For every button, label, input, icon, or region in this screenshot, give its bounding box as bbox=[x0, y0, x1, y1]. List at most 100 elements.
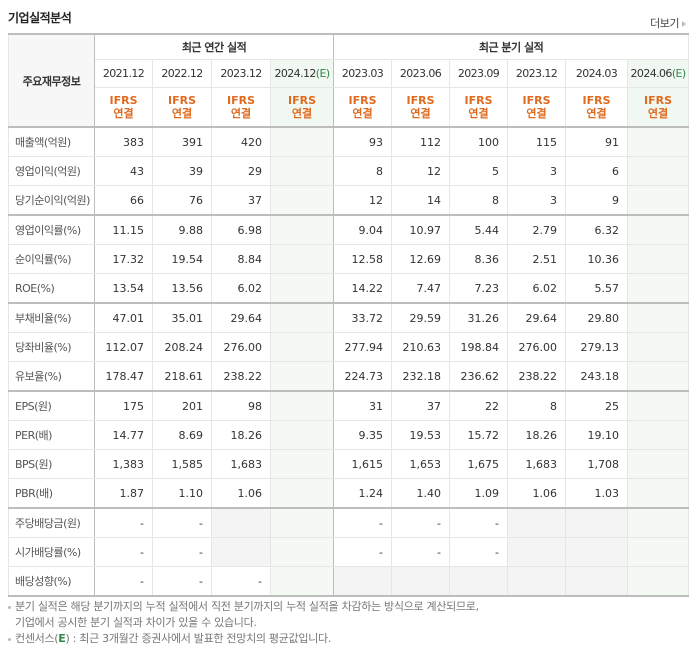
cell-quarter: 9.35 bbox=[333, 420, 393, 450]
cell-annual: 201 bbox=[152, 390, 212, 421]
cell-quarter bbox=[627, 390, 690, 421]
cell-quarter: 9.04 bbox=[333, 214, 393, 245]
cell-quarter: 224.73 bbox=[333, 361, 393, 392]
cell-quarter bbox=[507, 507, 567, 538]
cell-quarter: 8 bbox=[333, 156, 393, 186]
cell-annual bbox=[269, 420, 335, 450]
cell-annual: 47.01 bbox=[94, 302, 153, 333]
cell-quarter bbox=[627, 273, 690, 304]
row-label: 순이익률(%) bbox=[8, 244, 95, 274]
cell-annual bbox=[211, 537, 271, 567]
cell-annual: 17.32 bbox=[94, 244, 153, 274]
cell-quarter bbox=[627, 566, 690, 597]
row-label: 부채비율(%) bbox=[8, 302, 95, 333]
cell-quarter: 1.24 bbox=[333, 478, 393, 509]
table-row: 당좌비율(%) 112.07 208.24 276.00 277.94 210.63 198… bbox=[8, 332, 690, 362]
row-label: 당좌비율(%) bbox=[8, 332, 95, 362]
row-label: BPS(원) bbox=[8, 449, 95, 479]
row-label: 유보율(%) bbox=[8, 361, 95, 392]
row-label: 주당배당금(원) bbox=[8, 507, 95, 538]
cell-annual: 66 bbox=[94, 185, 153, 216]
cell-quarter: - bbox=[449, 507, 509, 538]
cell-annual: 218.61 bbox=[152, 361, 212, 392]
cell-quarter: 12.58 bbox=[333, 244, 393, 274]
cell-annual: 18.26 bbox=[211, 420, 271, 450]
cell-quarter: 1,675 bbox=[449, 449, 509, 479]
table-row: 순이익률(%) 17.32 19.54 8.84 12.58 12.69 8.36 2.51 1… bbox=[8, 244, 690, 274]
cell-annual: 8.69 bbox=[152, 420, 212, 450]
cell-quarter bbox=[565, 566, 629, 597]
row-label: 배당성향(%) bbox=[8, 566, 95, 597]
cell-annual: - bbox=[94, 507, 153, 538]
cell-annual bbox=[269, 507, 335, 538]
cell-annual: 383 bbox=[94, 126, 153, 157]
arrow-right-icon bbox=[682, 21, 686, 27]
cell-quarter bbox=[391, 566, 451, 597]
cell-quarter: 1,708 bbox=[565, 449, 629, 479]
row-label: 영업이익률(%) bbox=[8, 214, 95, 245]
table-row: 주당배당금(원) - - - - - bbox=[8, 507, 690, 538]
basis-label: IFRS 연결 bbox=[269, 87, 335, 128]
cell-quarter: 7.23 bbox=[449, 273, 509, 304]
more-link[interactable]: 더보기 bbox=[650, 15, 686, 31]
table-row: PER(배) 14.77 8.69 18.26 9.35 19.53 15.72 18.26 1… bbox=[8, 420, 690, 450]
cell-annual: 238.22 bbox=[211, 361, 271, 392]
cell-annual bbox=[269, 302, 335, 333]
footnote-1: 분기 실적은 해당 분기까지의 누적 실적에서 직전 분기까지의 누적 실적을 … bbox=[8, 599, 479, 615]
row-label: 매출액(억원) bbox=[8, 126, 95, 157]
cell-quarter: 276.00 bbox=[507, 332, 567, 362]
row-label: ROE(%) bbox=[8, 273, 95, 304]
basis-label: IFRS 연결 bbox=[152, 87, 212, 128]
cell-quarter: 1,615 bbox=[333, 449, 393, 479]
cell-quarter: 2.79 bbox=[507, 214, 567, 245]
cell-quarter: 12 bbox=[333, 185, 393, 216]
cell-quarter: 1.40 bbox=[391, 478, 451, 509]
cell-quarter bbox=[333, 566, 393, 597]
cell-annual: 13.54 bbox=[94, 273, 153, 304]
cell-quarter: 10.36 bbox=[565, 244, 629, 274]
cell-quarter: 29.80 bbox=[565, 302, 629, 333]
cell-annual bbox=[269, 537, 335, 567]
cell-quarter: 2.51 bbox=[507, 244, 567, 274]
table-row: BPS(원) 1,383 1,585 1,683 1,615 1,653 1,675 1,68… bbox=[8, 449, 690, 479]
cell-quarter: 14 bbox=[391, 185, 451, 216]
table-row: 유보율(%) 178.47 218.61 238.22 224.73 232.18 236.… bbox=[8, 361, 690, 392]
cell-quarter: 3 bbox=[507, 185, 567, 216]
cell-quarter bbox=[627, 332, 690, 362]
cell-annual: 112.07 bbox=[94, 332, 153, 362]
cell-annual bbox=[269, 185, 335, 216]
cell-annual: 29 bbox=[211, 156, 271, 186]
cell-annual bbox=[269, 126, 335, 157]
cell-annual: 35.01 bbox=[152, 302, 212, 333]
cell-annual: 43 bbox=[94, 156, 153, 186]
cell-annual: 98 bbox=[211, 390, 271, 421]
cell-annual: 8.84 bbox=[211, 244, 271, 274]
period-header-quarter: 2023.03 bbox=[333, 59, 393, 88]
cell-quarter bbox=[627, 126, 690, 157]
cell-quarter: 232.18 bbox=[391, 361, 451, 392]
cell-quarter bbox=[627, 449, 690, 479]
cell-quarter bbox=[627, 478, 690, 509]
cell-annual: 391 bbox=[152, 126, 212, 157]
cell-annual: 39 bbox=[152, 156, 212, 186]
period-header-quarter: 2023.06 bbox=[391, 59, 451, 88]
cell-annual: 1,383 bbox=[94, 449, 153, 479]
basis-label: IFRS 연결 bbox=[507, 87, 567, 128]
more-label: 더보기 bbox=[650, 17, 679, 30]
table-row: 배당성향(%) - - - bbox=[8, 566, 690, 597]
cell-annual bbox=[269, 449, 335, 479]
cell-quarter: - bbox=[449, 537, 509, 567]
cell-quarter: - bbox=[333, 507, 393, 538]
cell-quarter bbox=[627, 420, 690, 450]
cell-quarter: 12 bbox=[391, 156, 451, 186]
cell-quarter: 31 bbox=[333, 390, 393, 421]
cell-quarter: 8 bbox=[507, 390, 567, 421]
table-row: 영업이익(억원) 43 39 29 8 12 5 3 6 bbox=[8, 156, 690, 186]
cell-annual bbox=[269, 244, 335, 274]
row-header: 주요재무정보 bbox=[8, 33, 95, 128]
basis-label: IFRS 연결 bbox=[627, 87, 690, 128]
period-header-quarter: 2024.06(E) bbox=[627, 59, 690, 88]
cell-quarter bbox=[565, 537, 629, 567]
cell-annual: - bbox=[211, 566, 271, 597]
cell-annual: 276.00 bbox=[211, 332, 271, 362]
